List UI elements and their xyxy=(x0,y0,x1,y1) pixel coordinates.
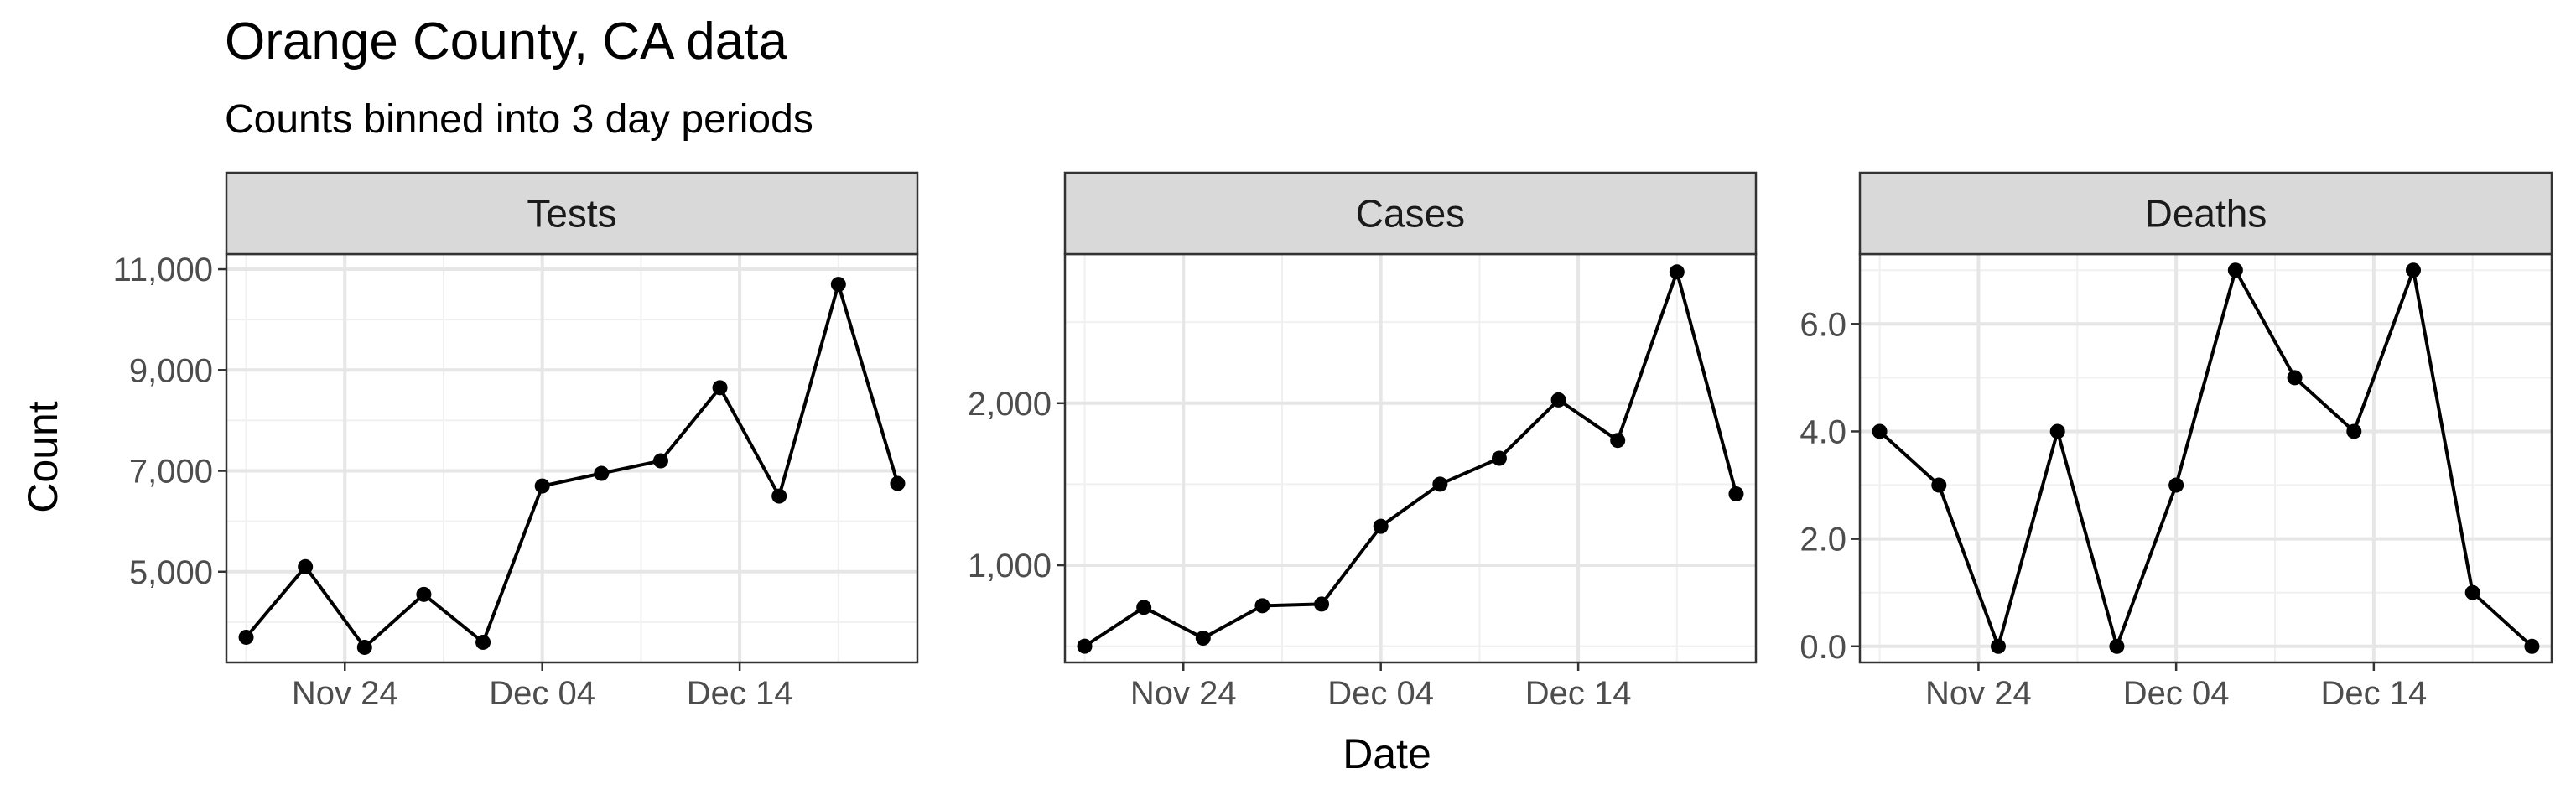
y-tick-label: 2.0 xyxy=(1800,522,1846,558)
data-point xyxy=(594,465,610,481)
data-point xyxy=(1550,392,1566,408)
data-point xyxy=(1195,631,1211,647)
data-point xyxy=(2524,638,2540,654)
data-point xyxy=(1931,477,1947,493)
chart-title: Orange County, CA data xyxy=(225,13,787,70)
facet-label: Cases xyxy=(1356,192,1465,236)
x-tick-label: Dec 04 xyxy=(1327,675,1434,712)
x-tick-label: Nov 24 xyxy=(1130,675,1237,712)
data-point xyxy=(1491,450,1507,466)
data-point xyxy=(356,639,372,655)
data-point xyxy=(712,380,728,396)
data-point xyxy=(1610,433,1626,449)
series-line-cases xyxy=(1083,270,1738,648)
data-point xyxy=(830,277,846,293)
panel-background xyxy=(226,254,917,662)
data-point xyxy=(1432,476,1448,492)
data-point xyxy=(1254,598,1270,614)
series-line-deaths xyxy=(1878,268,2533,648)
data-point xyxy=(2227,262,2243,278)
data-point xyxy=(238,629,254,645)
data-point xyxy=(475,634,491,650)
data-point xyxy=(534,478,550,494)
data-point xyxy=(416,586,432,602)
x-tick-label: Nov 24 xyxy=(292,675,398,712)
facet-strip xyxy=(1858,171,2553,256)
data-point xyxy=(2464,584,2480,600)
data-point xyxy=(2406,262,2421,278)
data-point xyxy=(1077,638,1093,654)
data-point xyxy=(1669,264,1685,280)
data-point xyxy=(298,558,314,574)
x-tick-label: Dec 04 xyxy=(489,675,595,712)
x-axis-label: Date xyxy=(1343,730,1431,777)
y-axis-label: Count xyxy=(19,401,66,513)
x-tick-label: Dec 14 xyxy=(1525,675,1632,712)
y-tick-label: 11,000 xyxy=(113,252,213,288)
data-point xyxy=(2049,423,2065,439)
y-tick-label: 1,000 xyxy=(968,548,1052,584)
data-point xyxy=(1728,486,1744,502)
y-tick-label: 5,000 xyxy=(129,554,213,591)
data-point xyxy=(2168,477,2184,493)
data-point xyxy=(1872,423,1888,439)
data-point xyxy=(652,453,668,469)
x-tick-label: Dec 04 xyxy=(2123,675,2230,712)
data-point xyxy=(2287,370,2303,386)
data-point xyxy=(1136,600,1152,615)
chart-subtitle: Counts binned into 3 day periods xyxy=(225,97,813,142)
data-point xyxy=(1314,596,1330,612)
x-tick-label: Dec 14 xyxy=(687,675,793,712)
y-tick-label: 6.0 xyxy=(1800,306,1846,343)
data-point xyxy=(1991,638,2006,654)
data-point xyxy=(2346,423,2362,439)
panel-tests: Tests 5,000 7,000 9,000 11,000 Nov 24 Dec 04 De… xyxy=(113,171,919,712)
x-tick-label: Dec 14 xyxy=(2320,675,2427,712)
data-point xyxy=(2109,638,2125,654)
data-point xyxy=(771,488,787,504)
facet-label: Deaths xyxy=(2145,192,2267,236)
data-point xyxy=(1373,518,1389,534)
facet-label: Tests xyxy=(527,192,616,236)
y-tick-label: 0.0 xyxy=(1800,629,1846,666)
panel-deaths: Deaths 0.0 2.0 4.0 6.0 Nov 24 Dec 04 Dec 14 xyxy=(1800,171,2553,712)
facet-strip xyxy=(1063,171,1758,256)
series-line-tests xyxy=(244,283,900,649)
facet-strip xyxy=(225,171,919,256)
y-tick-label: 7,000 xyxy=(129,454,213,491)
x-tick-label: Nov 24 xyxy=(1925,675,2032,712)
data-point xyxy=(890,475,906,491)
y-tick-label: 4.0 xyxy=(1800,413,1846,450)
y-tick-label: 2,000 xyxy=(968,386,1052,423)
panel-background xyxy=(1065,254,1756,662)
panel-cases: Cases 1,000 2,000 Nov 24 Dec 04 Dec 14 xyxy=(968,171,1758,712)
panel-background xyxy=(1860,254,2552,662)
y-tick-label: 9,000 xyxy=(129,352,213,389)
